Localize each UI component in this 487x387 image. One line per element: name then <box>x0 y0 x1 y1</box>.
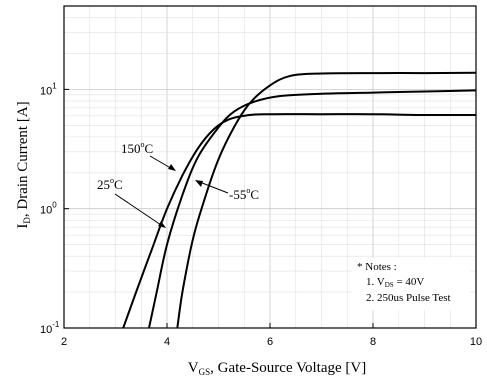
degree-mark-minus55c: o <box>246 186 250 195</box>
y-axis-title: ID, Drain Current [A] <box>15 101 32 228</box>
svg-text:25oC: 25oC <box>97 176 123 192</box>
notes-box: * Notes : 1. VDS = 40V 2. 250us Pulse Te… <box>352 258 470 310</box>
label-minus55c: -55oC <box>195 180 259 202</box>
curves <box>122 71 477 329</box>
degree-mark-25c: o <box>110 176 114 185</box>
arrowhead-25c <box>158 221 166 228</box>
x-tick-label: 2 <box>61 336 67 348</box>
label-150c: 150oC <box>121 140 176 171</box>
curve-25c <box>148 89 477 329</box>
label-25c: 25oC <box>97 176 166 228</box>
curve-minus55c <box>176 71 477 329</box>
degree-mark-150c: o <box>141 140 145 149</box>
y-axis-title-main: I <box>15 224 31 229</box>
x-axis-title-sub: GS <box>199 367 211 377</box>
y-axis-title-rest: , Drain Current [A] <box>15 101 31 217</box>
x-tick-label: 6 <box>267 336 273 348</box>
label-25c-unit: C <box>114 177 123 192</box>
x-axis-title: VGS, Gate-Source Voltage [V] <box>188 360 366 377</box>
notes-heading: * Notes : <box>357 261 397 273</box>
notes-line1-prefix: 1. V <box>366 276 385 288</box>
y-tick-label: 101 <box>40 81 57 97</box>
y-tick-label: 100 <box>40 201 57 217</box>
x-tick-label: 4 <box>164 336 170 348</box>
svg-text:150oC: 150oC <box>121 140 153 156</box>
x-axis-title-main: V <box>188 360 199 376</box>
x-tick-label: 8 <box>370 336 376 348</box>
label-150c-value: 150 <box>121 141 141 156</box>
notes-line2: 2. 250us Pulse Test <box>366 292 451 304</box>
label-25c-value: 25 <box>97 177 110 192</box>
y-tick-label: 10-1 <box>40 320 60 336</box>
label-minus55c-unit: C <box>250 187 259 202</box>
leader-line-25c <box>114 193 165 228</box>
svg-text:-55oC: -55oC <box>229 186 259 202</box>
y-axis-title-sub: D <box>22 217 32 224</box>
arrowhead-150c <box>168 164 176 171</box>
notes-background <box>352 258 470 310</box>
arrowhead-minus55c <box>195 180 203 187</box>
label-150c-unit: C <box>145 141 154 156</box>
notes-line1-sub: DS <box>385 281 394 289</box>
notes-line1-suffix: = 40V <box>394 276 425 288</box>
x-tick-label: 10 <box>470 336 482 348</box>
ticks: 2 4 6 8 10 10-1 100 101 <box>40 81 482 348</box>
x-axis-title-rest: , Gate-Source Voltage [V] <box>210 360 366 376</box>
notes-line1: 1. VDS = 40V <box>366 276 424 289</box>
label-minus55c-value: -55 <box>229 187 246 202</box>
